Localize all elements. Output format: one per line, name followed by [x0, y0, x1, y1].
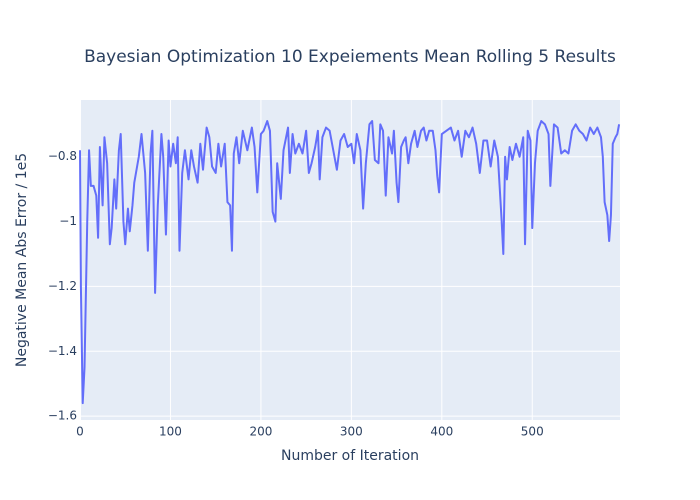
x-tick-label: 400: [430, 425, 453, 439]
x-tick-label: 500: [521, 425, 544, 439]
x-tick-label: 100: [159, 425, 182, 439]
y-tick-label: −1.6: [48, 409, 77, 423]
line: [79, 120, 621, 405]
x-tick-label: 0: [76, 425, 84, 439]
y-axis-title: Negative Mean Abs Error / 1e5: [14, 153, 30, 367]
x-tick-label: 300: [340, 425, 363, 439]
y-tick-label: −0.8: [48, 149, 77, 163]
chart-title: Bayesian Optimization 10 Expeiements Mea…: [84, 47, 616, 67]
marks: [79, 120, 621, 405]
y-tick-label: −1.4: [48, 344, 77, 358]
x-tick-label: 200: [249, 425, 272, 439]
y-tick-label: −1.2: [48, 279, 77, 293]
y-tick-label: −1: [59, 214, 77, 228]
x-axis-title: Number of Iteration: [281, 448, 419, 464]
